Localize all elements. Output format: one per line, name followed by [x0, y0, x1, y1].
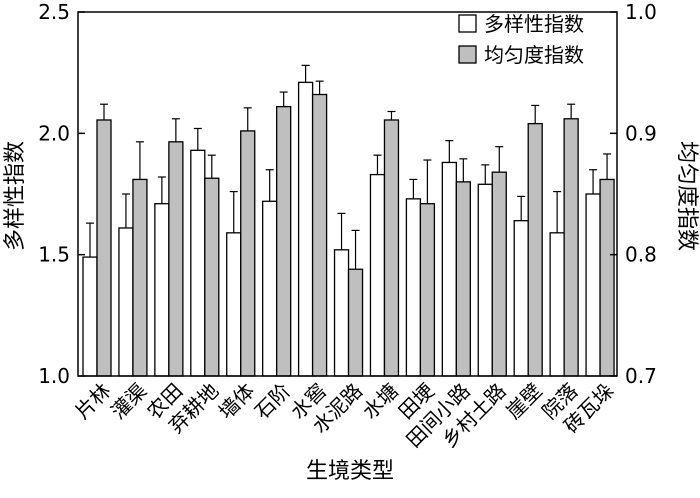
legend-swatch-diversity — [458, 14, 477, 33]
x-tick-label: 墙体 — [214, 379, 259, 424]
bar — [168, 141, 184, 377]
y-tick-label-right: 1.0 — [625, 0, 657, 24]
bar — [154, 203, 170, 377]
y-tick-label-right: 0.7 — [625, 364, 657, 388]
x-tick-label: 片林 — [70, 379, 115, 424]
legend-label-diversity: 多样性指数 — [484, 12, 584, 36]
bar — [585, 193, 601, 377]
bar — [599, 178, 615, 377]
x-tick-label: 崖壁 — [501, 379, 546, 424]
x-axis-title: 生境类型 — [306, 459, 394, 484]
bar — [549, 232, 565, 377]
bar — [491, 171, 507, 377]
bar — [118, 227, 134, 377]
y-axis-title-right: 均匀度指数 — [674, 141, 699, 251]
bar — [226, 232, 242, 377]
bar — [563, 118, 579, 377]
bars-layer — [82, 64, 615, 377]
bar — [297, 81, 314, 377]
bar — [96, 119, 112, 377]
y-tick-label-right: 0.8 — [625, 243, 657, 267]
bar — [240, 130, 256, 377]
bar — [441, 161, 457, 377]
bar — [419, 203, 436, 377]
bar — [190, 149, 206, 377]
bar — [513, 220, 529, 377]
x-tick-label: 灌渠 — [106, 379, 151, 424]
y-tick-label-left: 1.5 — [38, 243, 70, 267]
y-axis-title-left: 多样性指数 — [3, 141, 28, 251]
bar — [311, 93, 328, 377]
bar — [276, 105, 292, 377]
legend: 多样性指数 均匀度指数 — [458, 12, 584, 67]
bar — [405, 198, 422, 377]
bar — [132, 178, 148, 377]
y-tick-label-right: 0.9 — [625, 121, 657, 145]
y-tick-label-left: 2.0 — [38, 121, 70, 145]
bar — [527, 122, 543, 377]
bar — [347, 268, 364, 377]
bar — [383, 119, 400, 377]
x-tick-label: 石阶 — [250, 379, 295, 424]
legend-swatch-evenness — [458, 45, 477, 64]
bar — [82, 256, 98, 377]
bar — [455, 181, 471, 377]
bar — [477, 183, 493, 377]
legend-label-evenness: 均匀度指数 — [484, 43, 584, 67]
bar — [204, 177, 220, 377]
y-tick-label-left: 1.0 — [38, 364, 70, 388]
bar — [333, 249, 350, 377]
bar — [262, 200, 278, 377]
y-tick-label-left: 2.5 — [38, 0, 70, 24]
x-tick-label: 水塘 — [358, 379, 403, 424]
plot-frame — [77, 11, 618, 377]
bar — [369, 173, 386, 377]
